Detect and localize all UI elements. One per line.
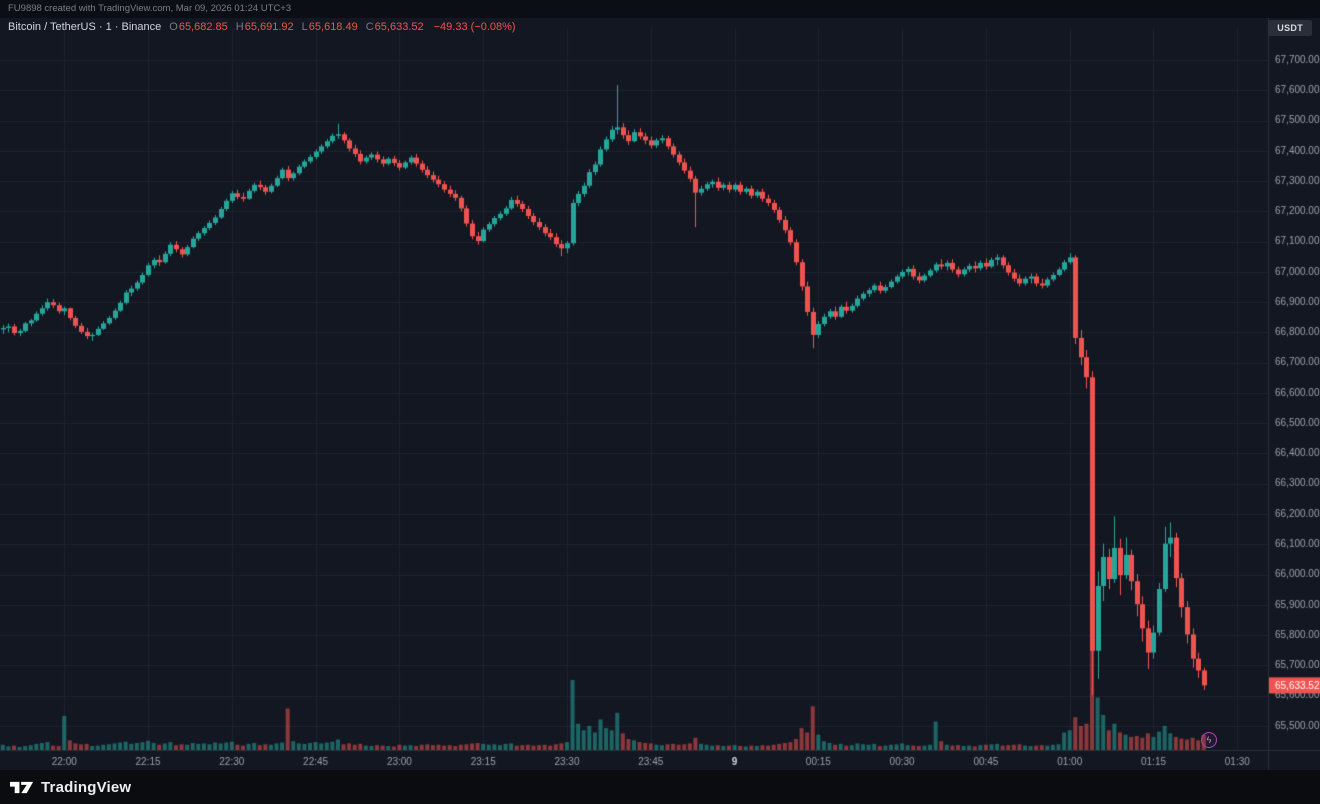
symbol-legend[interactable]: Bitcoin / TetherUS · 1 · Binance O65,682…	[8, 21, 516, 33]
tradingview-logo[interactable]: TradingView	[10, 779, 131, 796]
event-marker-icon[interactable]: ϟ	[1201, 732, 1217, 748]
tradingview-logo-text: TradingView	[41, 778, 132, 796]
price-change: −49.33 (−0.08%)	[433, 21, 516, 33]
ohlc-close: C65,633.52	[365, 21, 424, 33]
tradingview-logo-icon	[10, 781, 34, 793]
watermark-text: FU9898 created with TradingView.com, Mar…	[0, 0, 1320, 18]
currency-toggle-button[interactable]: USDT	[1268, 20, 1312, 36]
symbol-title: Bitcoin / TetherUS · 1 · Binance	[8, 21, 162, 33]
ohlc-open: O65,682.85	[169, 21, 228, 33]
ohlc-low: L65,618.49	[301, 21, 358, 33]
chart-area: Bitcoin / TetherUS · 1 · Binance O65,682…	[0, 18, 1320, 770]
ohlc-high: H65,691.92	[235, 21, 294, 33]
footer-bar: TradingView	[0, 770, 1320, 804]
price-chart-canvas[interactable]	[0, 18, 1320, 770]
